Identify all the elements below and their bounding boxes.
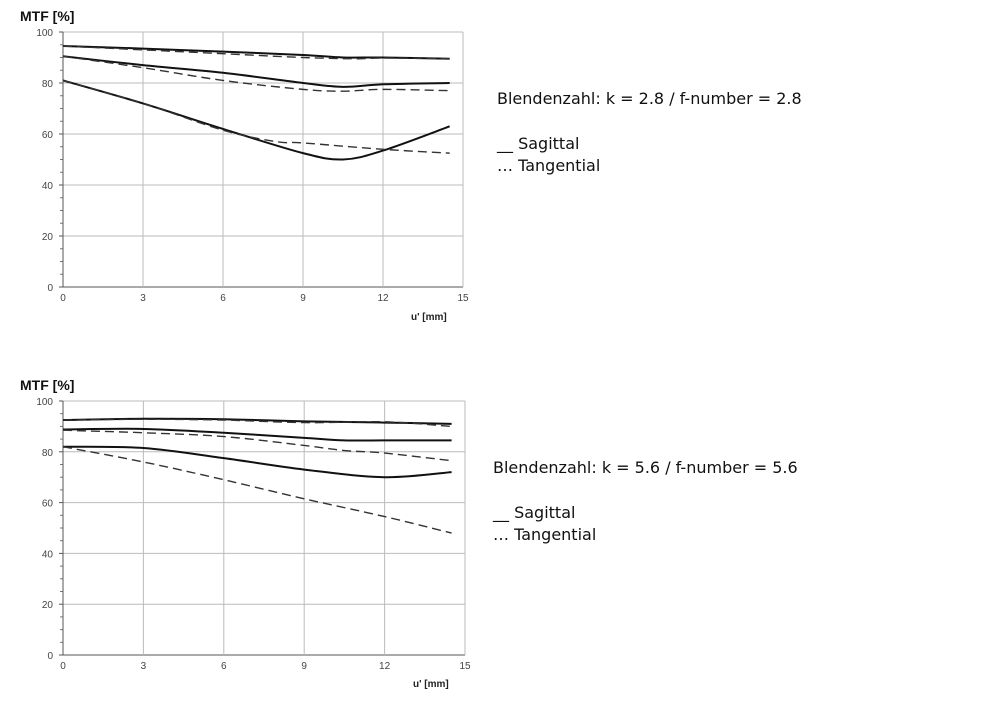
- chart1-legend-tangential: … Tangential: [497, 156, 601, 175]
- chart2-series-tangential-2: [62, 429, 452, 462]
- chart1-series-sagittal-2: [62, 55, 450, 88]
- chart2-series-sagittal-2: [62, 427, 452, 442]
- chart2-series-tangential-3: [62, 446, 452, 534]
- chart2-xtick-label: 0: [60, 661, 66, 672]
- chart2-xtick-label: 6: [221, 661, 227, 672]
- chart1-ytick-label: 20: [42, 232, 54, 243]
- chart2-ylabel: MTF [%]: [20, 377, 75, 393]
- chart1-xtick-label: 3: [140, 293, 146, 304]
- chart1-legend-sagittal: __ Sagittal: [497, 134, 580, 153]
- chart2-xlabel: u' [mm]: [413, 679, 449, 690]
- chart1-series-tangential-3: [62, 79, 450, 154]
- chart2-ytick-label: 40: [42, 549, 54, 560]
- chart2-annotation: Blendenzahl: k = 5.6 / f-number = 5.6: [493, 458, 798, 477]
- chart1-xtick-label: 6: [220, 293, 226, 304]
- chart1-ytick-label: 100: [36, 28, 53, 39]
- chart2-legend-sagittal: __ Sagittal: [493, 503, 576, 522]
- chart1-series-tangential-1: [62, 45, 450, 60]
- chart1-xtick-label: 9: [300, 293, 306, 304]
- chart1-xtick-label: 0: [60, 293, 66, 304]
- chart2-series-tangential-1: [62, 418, 452, 428]
- chart2-xtick-label: 9: [301, 661, 307, 672]
- chart2-xtick-label: 3: [141, 661, 147, 672]
- chart2-ytick-label: 60: [42, 499, 54, 510]
- chart2-ytick-label: 20: [42, 600, 54, 611]
- chart1-ytick-label: 80: [42, 79, 54, 90]
- chart1-annotation: Blendenzahl: k = 2.8 / f-number = 2.8: [497, 89, 802, 108]
- chart1-ytick-label: 60: [42, 130, 54, 141]
- chart1-ytick-label: 0: [47, 283, 53, 294]
- chart2-xtick-label: 15: [459, 661, 471, 672]
- chart1-series-sagittal-3: [62, 79, 451, 161]
- chart1-series-sagittal-1: [62, 45, 450, 60]
- chart1-ytick-label: 40: [42, 181, 54, 192]
- chart2-xtick-label: 12: [379, 661, 391, 672]
- chart2-series-sagittal-3: [62, 445, 452, 479]
- chart2-legend-tangential: … Tangential: [493, 525, 597, 544]
- chart2-ytick-label: 100: [36, 397, 53, 408]
- chart1-xtick-label: 12: [377, 293, 389, 304]
- chart1-xlabel: u' [mm]: [411, 312, 447, 323]
- chart1-ylabel: MTF [%]: [20, 8, 75, 24]
- chart1-xtick-label: 15: [457, 293, 469, 304]
- chart2-ytick-label: 0: [47, 651, 53, 662]
- chart2-ytick-label: 80: [42, 448, 54, 459]
- chart1-series-tangential-2: [62, 55, 450, 92]
